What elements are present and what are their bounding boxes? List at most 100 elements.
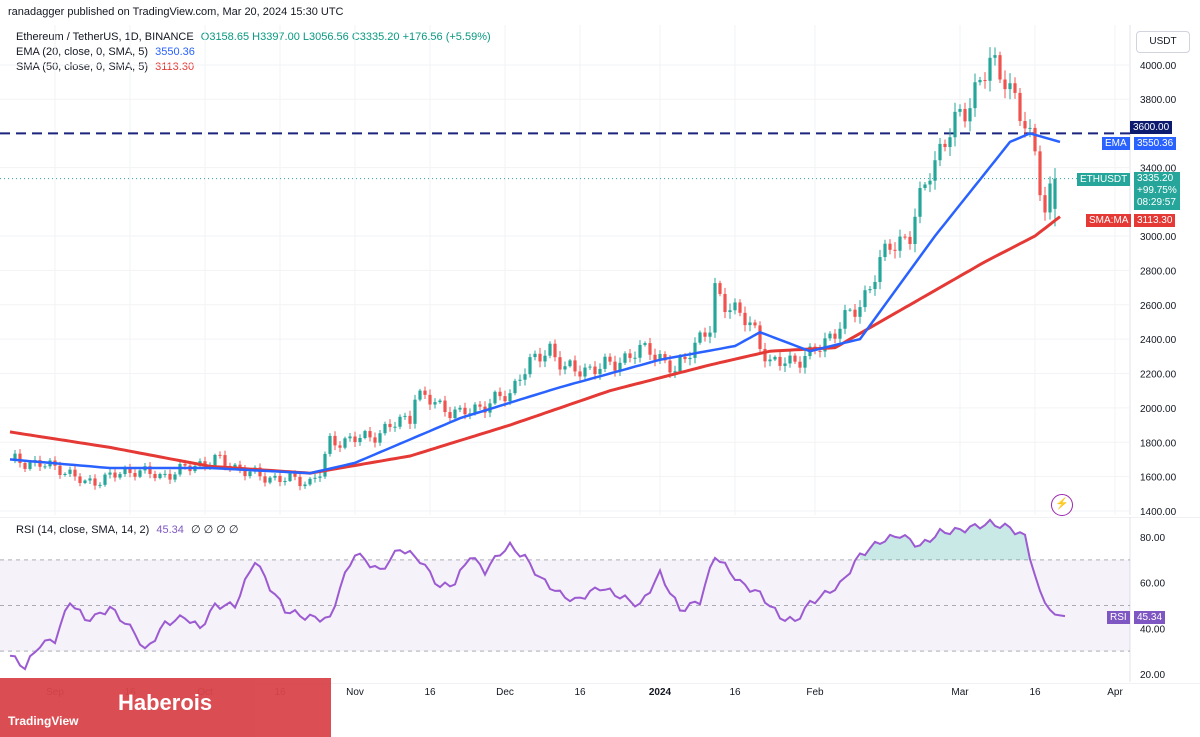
candle-body [668,360,672,373]
candle-body [893,249,897,251]
candle-body [403,415,407,417]
candle-body [903,236,907,238]
candle-body [738,302,742,313]
candle-body [673,371,677,373]
candle-body [538,353,542,362]
candle-body [648,343,652,355]
candle-body [578,371,582,377]
candle-body [1038,151,1042,196]
legend-rsi-row[interactable]: RSI (14, close, SMA, 14, 2) 45.34 ∅ ∅ ∅ … [16,523,238,536]
candle-body [1033,127,1037,152]
candle-body [453,409,457,419]
candle-body [783,363,787,366]
candle-body [978,80,982,83]
candle-body [1048,183,1052,213]
candle-body [258,467,262,477]
candle-body [313,477,317,479]
price-chart[interactable]: 1400.00 1600.00 1800.00 2000.00 2200.00 2400.… [0,25,1200,515]
candle-body [373,437,377,443]
legend-sma-row[interactable]: SMA (50, close, 0, SMA, 5) 3113.30 [16,61,194,73]
candle-body [553,343,557,358]
legend-ohlc: O3158.65 H3397.00 L3056.56 C3335.20 +176… [200,31,491,43]
currency-unit-button[interactable]: USDT [1136,31,1190,53]
candle-body [103,474,107,485]
candle-body [548,343,552,356]
candle-body [993,55,997,58]
alert-bolt-icon[interactable]: ⚡ [1051,494,1073,516]
price-tick-label: 1600.00 [1140,473,1177,484]
candle-body [1013,83,1017,93]
time-tick-label: 16 [424,687,436,698]
candle-body [703,332,707,337]
legend-ema-row[interactable]: EMA (20, close, 0, SMA, 5) 3550.36 [16,46,195,58]
candle-body [343,438,347,448]
candle-body [68,469,72,474]
candle-body [438,400,442,403]
candle-body [958,108,962,112]
candle-body [308,478,312,485]
candle-body [503,396,507,402]
sma50-line [9,215,1061,475]
candle-body [183,464,187,466]
candle-body [358,438,362,443]
candle-body [123,468,127,475]
candle-body [533,353,537,358]
candle-body [378,433,382,443]
candle-body [888,243,892,250]
candle-body [923,184,927,188]
candle-body [283,480,287,483]
candle-body [718,283,722,294]
candle-body [878,257,882,282]
candle-body [248,471,252,477]
candle-body [1053,178,1057,209]
candle-body [333,435,337,446]
candle-body [413,399,417,424]
rsi-chart[interactable]: 20.00 40.00 60.00 80.00 [0,517,1200,682]
candle-body [733,302,737,311]
candle-body [563,366,567,370]
price-tick-label: 3400.00 [1140,164,1177,175]
candle-body [848,309,852,311]
candle-body [793,355,797,362]
tradingview-logo: TradingView [8,714,79,728]
price-tag-box: 3335.20 +99.75% 08:29:57 [1134,172,1180,210]
legend-symbol[interactable]: Ethereum / TetherUS, 1D, BINANCE [16,31,194,43]
candle-body [408,415,412,424]
legend-symbol-row: Ethereum / TetherUS, 1D, BINANCE O3158.6… [16,31,491,43]
candle-body [558,357,562,370]
candle-body [628,353,632,358]
candle-body [683,356,687,360]
candle-body [173,474,177,480]
candle-body [398,416,402,427]
candle-body [213,454,217,466]
candle-body [338,445,342,448]
candle-body [383,423,387,434]
watermark-banner: TradingView Haberois [0,678,331,737]
candle-body [418,390,422,400]
candle-body [593,366,597,375]
candle-body [328,435,332,454]
price-tick-label: 3000.00 [1140,232,1177,243]
candle-body [933,160,937,181]
candle-body [448,412,452,419]
sma-tag-value: 3113.30 [1134,214,1176,227]
candle-body [108,472,112,475]
price-tick-label: 2600.00 [1140,301,1177,312]
candle-body [663,354,667,361]
legend-sma-value: 3113.30 [155,61,195,73]
candle-body [388,423,392,428]
candle-body [608,356,612,362]
candle-body [778,356,782,366]
time-tick-label: 16 [574,687,586,698]
rsi-tag-value: 45.34 [1134,611,1166,624]
candle-body [263,476,267,483]
candle-body [763,348,767,362]
candle-body [818,350,822,352]
candle-body [423,390,427,395]
candle-body [868,289,872,291]
candle-body [543,355,547,362]
price-tick-label: 3800.00 [1140,95,1177,106]
candle-body [348,436,352,439]
candle-body [913,216,917,245]
candle-body [1028,127,1032,129]
